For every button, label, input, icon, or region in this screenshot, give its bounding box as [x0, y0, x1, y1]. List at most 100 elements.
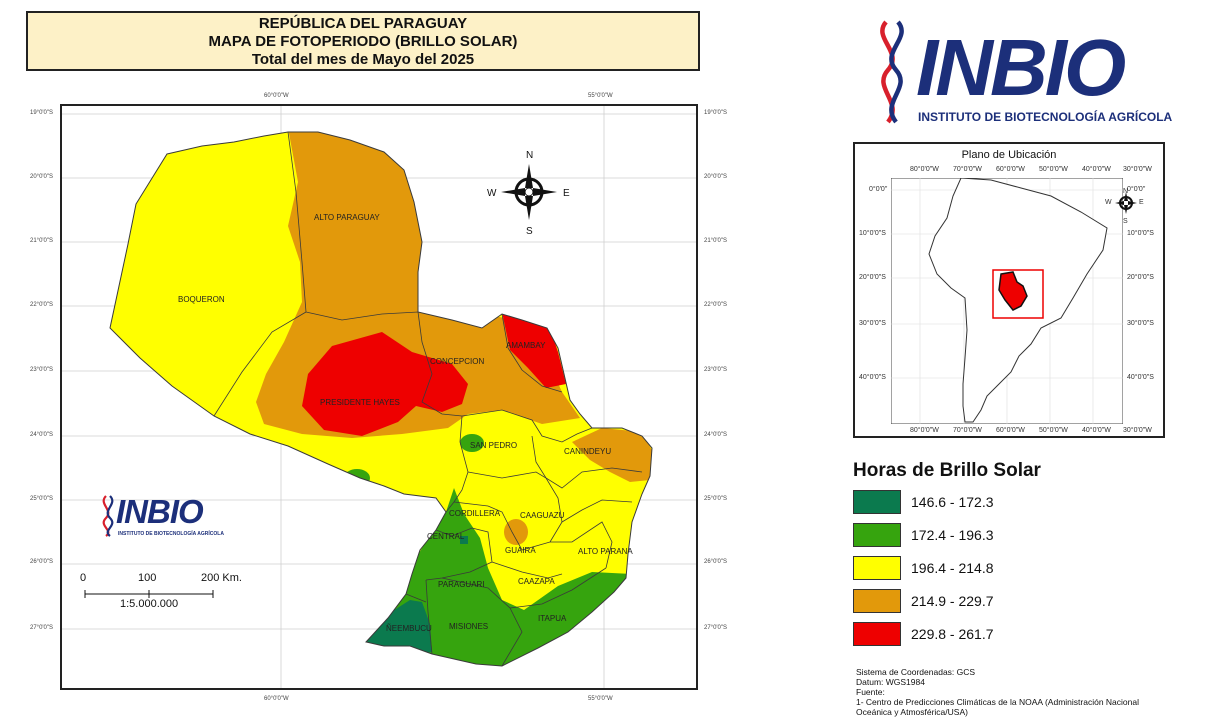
map-logo-brand: INBIO: [116, 493, 204, 530]
label-central: CENTRAL: [427, 532, 465, 541]
label-misiones: MISIONES: [449, 622, 488, 631]
loc-lon-top-70: 70°0'0"W: [953, 166, 982, 173]
loc-lon-bottom-80: 80°0'0"W: [910, 427, 939, 434]
lat-tick-left-20: 20°0'0"S: [30, 174, 54, 180]
department-borders: [109, 131, 653, 667]
legend-swatch: [853, 490, 901, 514]
label-concepcion: CONCEPCION: [430, 357, 484, 366]
loc-lon-bottom-30: 30°0'0"W: [1123, 427, 1152, 434]
compass-rose: [501, 164, 557, 220]
scale-labels: 0 100 200 Km. 1:5.000.000: [78, 572, 278, 612]
label-cordillera: CORDILLERA: [449, 509, 501, 518]
location-map[interactable]: Plano de Ubicación N S E W 80°0'0"W 70°0…: [853, 142, 1165, 438]
paraguay-map-svg: ALTO PARAGUAY BOQUERON CONCEPCION AMAMBA…: [62, 106, 696, 688]
lat-tick-right-26: 26°0'0"S: [704, 559, 728, 565]
loc-lon-top-50: 50°0'0"W: [1039, 166, 1068, 173]
scale-label-200: 200 Km.: [201, 572, 242, 584]
dna-icon: [880, 20, 904, 124]
lat-tick-left-27: 27°0'0"S: [30, 625, 54, 631]
map-logo-subtitle: INSTITUTO DE BIOTECNOLOGÍA AGRÍCOLA: [118, 531, 224, 537]
location-map-title: Plano de Ubicación: [961, 149, 1057, 161]
lat-tick-right-24: 24°0'0"S: [704, 432, 728, 438]
map-title-line1: REPÚBLICA DEL PARAGUAY: [258, 15, 468, 32]
lat-tick-right-19: 19°0'0"S: [704, 110, 728, 116]
scale-bar: [84, 590, 214, 598]
legend-label: 146.6 - 172.3: [911, 494, 994, 510]
note-coordinates: Sistema de Coordenadas: GCS: [856, 667, 976, 677]
legend-swatch: [853, 589, 901, 613]
loc-lat-left-40: 40°0'0"S: [859, 374, 886, 381]
south-america-svg: [891, 178, 1123, 424]
loc-lon-top-60: 60°0'0"W: [996, 166, 1025, 173]
lat-tick-left-21: 21°0'0"S: [30, 238, 54, 244]
map-title-line2: MAPA DE FOTOPERIODO (BRILLO SOLAR): [208, 33, 518, 50]
lon-tick-top-55: 55°0'0"W: [588, 93, 613, 99]
lat-tick-left-19: 19°0'0"S: [30, 110, 54, 116]
lat-tick-right-23: 23°0'0"S: [704, 367, 728, 373]
inbio-logo-subtitle: INSTITUTO DE BIOTECNOLOGÍA AGRÍCOLA: [918, 110, 1173, 124]
lon-tick-bottom-55: 55°0'0"W: [588, 696, 613, 702]
compass-w: W: [487, 188, 497, 199]
lon-tick-bottom-60: 60°0'0"W: [264, 696, 289, 702]
paraguay-location-shape: [998, 271, 1028, 311]
zone-darkgreen-neembucu: [364, 600, 432, 654]
lat-tick-right-25: 25°0'0"S: [704, 496, 728, 502]
label-alto-parana: ALTO PARANA: [578, 547, 633, 556]
main-map[interactable]: ALTO PARAGUAY BOQUERON CONCEPCION AMAMBA…: [60, 104, 698, 690]
zone-darkgreen-central: [460, 536, 468, 544]
map-title-line3: Total del mes de Mayo del 2025: [251, 51, 475, 68]
loc-lon-top-40: 40°0'0"W: [1082, 166, 1111, 173]
loc-lon-bottom-70: 70°0'0"W: [953, 427, 982, 434]
lat-tick-left-23: 23°0'0"S: [30, 367, 54, 373]
loc-lon-bottom-60: 60°0'0"W: [996, 427, 1025, 434]
loc-compass-e: E: [1139, 199, 1144, 206]
label-alto-paraguay: ALTO PARAGUAY: [314, 213, 380, 222]
zone-orange-guaira: [504, 519, 528, 545]
note-source-2: Oceánica y Atmosférica/USA): [856, 707, 968, 717]
loc-lon-bottom-50: 50°0'0"W: [1039, 427, 1068, 434]
label-presidente-hayes: PRESIDENTE HAYES: [320, 398, 400, 407]
map-title-box: REPÚBLICA DEL PARAGUAY MAPA DE FOTOPERIO…: [26, 11, 700, 71]
label-caaguazu: CAAGUAZU: [520, 511, 565, 520]
scale-ratio: 1:5.000.000: [120, 598, 179, 610]
loc-lat-left-0: 0°0'0": [869, 186, 888, 193]
loc-lat-left-10: 10°0'0"S: [859, 230, 886, 237]
compass-s: S: [526, 226, 533, 237]
map-logo: INBIO INSTITUTO DE BIOTECNOLOGÍA AGRÍCOL…: [116, 494, 246, 542]
lat-tick-left-22: 22°0'0"S: [30, 302, 54, 308]
zone-orange-canindeyu: [572, 428, 652, 482]
label-caazapa: CAAZAPA: [518, 577, 555, 586]
lat-tick-left-25: 25°0'0"S: [30, 496, 54, 502]
label-canindeyu: CANINDEYU: [564, 447, 611, 456]
lon-tick-top-60: 60°0'0"W: [264, 93, 289, 99]
note-source-1: 1- Centro de Predicciones Climáticas de …: [856, 697, 1139, 707]
inbio-logo: INBIO INSTITUTO DE BIOTECNOLOGÍA AGRÍCOL…: [866, 18, 1172, 128]
zone-green-west: [344, 469, 370, 487]
legend-label: 214.9 - 229.7: [911, 593, 994, 609]
location-compass-icon: [1115, 192, 1137, 214]
loc-lat-right-0: 0°0'0": [1127, 186, 1146, 193]
loc-lat-left-30: 30°0'0"S: [859, 320, 886, 327]
legend-title: Horas de Brillo Solar: [853, 460, 1041, 481]
label-guaira: GUAIRA: [505, 546, 536, 555]
lat-tick-right-20: 20°0'0"S: [704, 174, 728, 180]
department-labels: ALTO PARAGUAY BOQUERON CONCEPCION AMAMBA…: [178, 213, 633, 633]
loc-lat-left-20: 20°0'0"S: [859, 274, 886, 281]
label-boqueron: BOQUERON: [178, 295, 225, 304]
loc-lat-right-40: 40°0'0"S: [1127, 374, 1154, 381]
label-amambay: AMAMBAY: [506, 341, 546, 350]
lat-tick-left-24: 24°0'0"S: [30, 432, 54, 438]
compass-e: E: [563, 188, 570, 199]
label-neembucu: ÑEEMBUCU: [386, 624, 432, 633]
loc-lon-top-80: 80°0'0"W: [910, 166, 939, 173]
legend-swatch: [853, 523, 901, 547]
zone-red-presidente-hayes: [302, 332, 468, 436]
loc-lat-right-30: 30°0'0"S: [1127, 320, 1154, 327]
loc-lat-right-10: 10°0'0"S: [1127, 230, 1154, 237]
lat-tick-left-26: 26°0'0"S: [30, 559, 54, 565]
legend-label: 172.4 - 196.3: [911, 527, 994, 543]
label-paraguari: PARAGUARI: [438, 580, 485, 589]
map-notes: Sistema de Coordenadas: GCS Datum: WGS19…: [856, 667, 1139, 717]
dna-icon-small: [102, 495, 114, 537]
legend-swatch: [853, 556, 901, 580]
